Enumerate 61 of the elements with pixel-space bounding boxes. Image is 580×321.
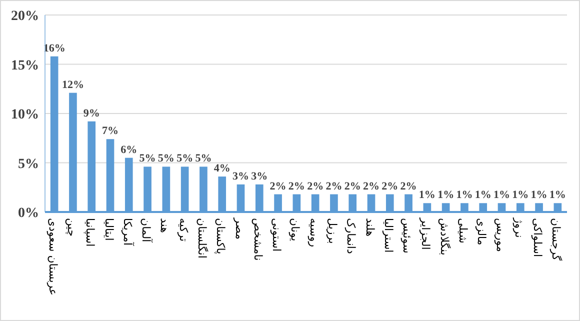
y-tick-label: 20% (11, 9, 39, 24)
data-label: 5% (176, 152, 194, 165)
data-label: 6% (120, 144, 138, 156)
x-tick-label: آمریکا (120, 218, 135, 246)
data-label: 1% (494, 189, 510, 202)
data-label: 2% (363, 180, 380, 192)
y-tick-label: 15% (11, 58, 39, 74)
data-label: 1% (438, 189, 454, 202)
x-tick-label: چین (64, 218, 78, 236)
data-label: 4% (214, 162, 230, 175)
x-tick-label: استونی (270, 218, 284, 252)
x-tick-label: ایتالیا (102, 218, 116, 241)
x-tick-label: اسلواکی (531, 218, 544, 258)
y-tick-label: 10% (11, 108, 39, 122)
data-label: 2% (288, 180, 305, 192)
data-label: 5% (139, 152, 156, 165)
x-tick-label: گرجستان (550, 218, 563, 262)
x-tick-label: مالزی (475, 218, 488, 246)
x-tick-label: دانمارک (344, 218, 358, 254)
x-tick-label: شیلی (456, 218, 470, 244)
data-label: 1% (530, 189, 548, 202)
data-label: 1% (549, 189, 566, 202)
x-tick-label: عربستان سعودی (46, 218, 60, 296)
data-label: 2% (344, 180, 361, 192)
x-tick-label: انگلستان (195, 218, 208, 258)
data-label: 2% (307, 180, 324, 192)
data-label: 9% (83, 107, 100, 120)
data-label: 7% (102, 125, 118, 138)
data-label: 1% (512, 189, 529, 202)
data-label: 1% (456, 189, 473, 202)
x-tick-label: موریس (494, 218, 507, 252)
x-tick-label: پاکستان (214, 218, 228, 254)
x-tick-label: سوئیس (400, 218, 414, 254)
x-tick-label: آلمان (140, 218, 154, 244)
y-tick-label: 0% (18, 206, 39, 221)
data-label: 3% (251, 170, 268, 182)
data-label: 2% (326, 180, 342, 192)
x-tick-label: الجزایر (419, 217, 432, 250)
x-tick-label: استرالیا (382, 218, 395, 253)
data-label: 2% (400, 180, 417, 192)
data-label: 2% (382, 180, 398, 192)
x-tick-label: اسپانیا (84, 218, 97, 247)
y-tick-label: 5% (18, 156, 39, 172)
x-tick-label: مصر (232, 217, 246, 240)
x-tick-label: برزیل (326, 218, 339, 244)
x-tick-label: روسیه (307, 218, 320, 248)
data-label: 1% (474, 189, 492, 202)
x-tick-label: نامشخص (251, 218, 264, 261)
x-tick-label: یونان (288, 218, 302, 242)
x-tick-label: ترکیه (176, 218, 190, 242)
x-tick-label: نروژ (512, 217, 526, 238)
x-tick-label: بنگلادش (438, 218, 451, 256)
data-label: 16% (43, 42, 66, 54)
data-label: 5% (195, 152, 212, 165)
data-label: 3% (232, 170, 249, 182)
x-tick-label: هند (158, 218, 172, 234)
data-label: 2% (270, 180, 286, 192)
data-label: 1% (418, 189, 436, 202)
x-tick-label: هلند (363, 218, 376, 237)
data-label: 12% (62, 78, 84, 91)
data-label: 5% (158, 152, 174, 165)
